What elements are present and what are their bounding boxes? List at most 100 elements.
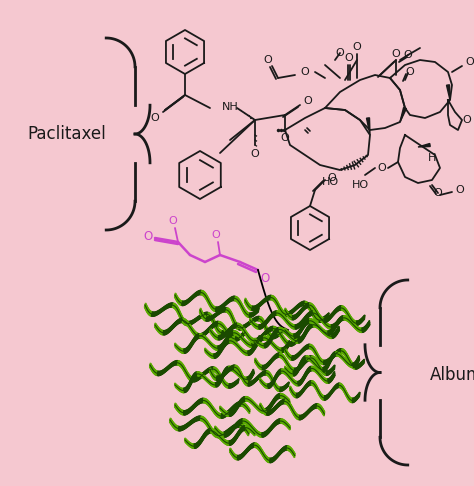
Polygon shape [255, 317, 256, 321]
Polygon shape [190, 325, 191, 330]
Polygon shape [192, 378, 193, 382]
Polygon shape [317, 323, 318, 328]
Polygon shape [331, 313, 332, 317]
Polygon shape [300, 329, 301, 334]
Polygon shape [292, 309, 293, 314]
Polygon shape [273, 457, 274, 461]
Polygon shape [272, 378, 273, 382]
Polygon shape [188, 383, 189, 388]
Polygon shape [251, 374, 252, 378]
Polygon shape [222, 343, 223, 347]
Polygon shape [291, 405, 292, 410]
Polygon shape [287, 341, 288, 346]
Polygon shape [286, 340, 287, 345]
Polygon shape [221, 414, 222, 418]
Polygon shape [247, 430, 248, 434]
Polygon shape [238, 455, 239, 460]
Polygon shape [196, 443, 197, 448]
Polygon shape [186, 410, 187, 415]
Polygon shape [250, 306, 251, 310]
Polygon shape [185, 300, 187, 305]
Polygon shape [286, 446, 287, 450]
Polygon shape [289, 332, 290, 336]
Polygon shape [307, 327, 308, 331]
Polygon shape [208, 380, 210, 384]
Polygon shape [328, 358, 329, 363]
Polygon shape [201, 291, 202, 295]
Polygon shape [212, 324, 213, 329]
Polygon shape [329, 330, 330, 335]
Polygon shape [314, 320, 315, 325]
Polygon shape [176, 361, 177, 365]
Polygon shape [366, 118, 370, 135]
Polygon shape [268, 328, 269, 332]
Polygon shape [304, 374, 305, 379]
Polygon shape [204, 316, 205, 320]
Polygon shape [224, 413, 225, 417]
Polygon shape [313, 323, 314, 327]
Polygon shape [253, 347, 254, 352]
Polygon shape [356, 365, 357, 369]
Polygon shape [221, 407, 222, 412]
Polygon shape [327, 371, 328, 375]
Polygon shape [190, 443, 191, 447]
Polygon shape [234, 321, 236, 325]
Polygon shape [222, 304, 223, 309]
Polygon shape [352, 364, 353, 367]
Polygon shape [209, 313, 210, 317]
Polygon shape [264, 323, 265, 328]
Polygon shape [279, 451, 280, 455]
Polygon shape [210, 429, 211, 433]
Polygon shape [299, 339, 300, 343]
Polygon shape [214, 367, 215, 371]
Polygon shape [301, 348, 303, 353]
Polygon shape [270, 338, 271, 343]
Polygon shape [216, 307, 218, 312]
Polygon shape [224, 439, 225, 443]
Polygon shape [245, 323, 247, 328]
Polygon shape [256, 305, 257, 310]
Polygon shape [223, 325, 224, 330]
Polygon shape [262, 451, 263, 455]
Polygon shape [285, 339, 286, 344]
Polygon shape [297, 332, 298, 337]
Polygon shape [275, 298, 276, 303]
Polygon shape [217, 311, 219, 315]
Polygon shape [318, 318, 319, 322]
Polygon shape [223, 330, 225, 335]
Polygon shape [226, 300, 227, 305]
Polygon shape [241, 428, 242, 432]
Polygon shape [262, 409, 263, 413]
Polygon shape [269, 458, 270, 463]
Polygon shape [251, 312, 253, 317]
Polygon shape [238, 423, 240, 427]
Polygon shape [281, 400, 282, 405]
Polygon shape [262, 406, 263, 411]
Polygon shape [316, 404, 317, 408]
Polygon shape [279, 387, 281, 392]
Polygon shape [329, 315, 330, 320]
Polygon shape [326, 332, 327, 336]
Polygon shape [245, 298, 246, 303]
Polygon shape [225, 382, 226, 386]
Polygon shape [206, 377, 207, 382]
Polygon shape [208, 313, 210, 317]
Polygon shape [256, 404, 257, 409]
Polygon shape [305, 373, 306, 378]
Polygon shape [276, 396, 277, 400]
Polygon shape [155, 312, 157, 316]
Polygon shape [200, 334, 201, 338]
Polygon shape [340, 317, 341, 321]
Polygon shape [310, 358, 311, 362]
Polygon shape [182, 364, 183, 368]
Polygon shape [269, 338, 270, 343]
Polygon shape [323, 411, 324, 415]
Polygon shape [171, 303, 173, 307]
Polygon shape [215, 367, 216, 372]
Polygon shape [326, 365, 327, 369]
Polygon shape [358, 364, 359, 368]
Polygon shape [252, 338, 253, 343]
Polygon shape [228, 412, 229, 417]
Polygon shape [236, 365, 237, 370]
Polygon shape [249, 343, 250, 347]
